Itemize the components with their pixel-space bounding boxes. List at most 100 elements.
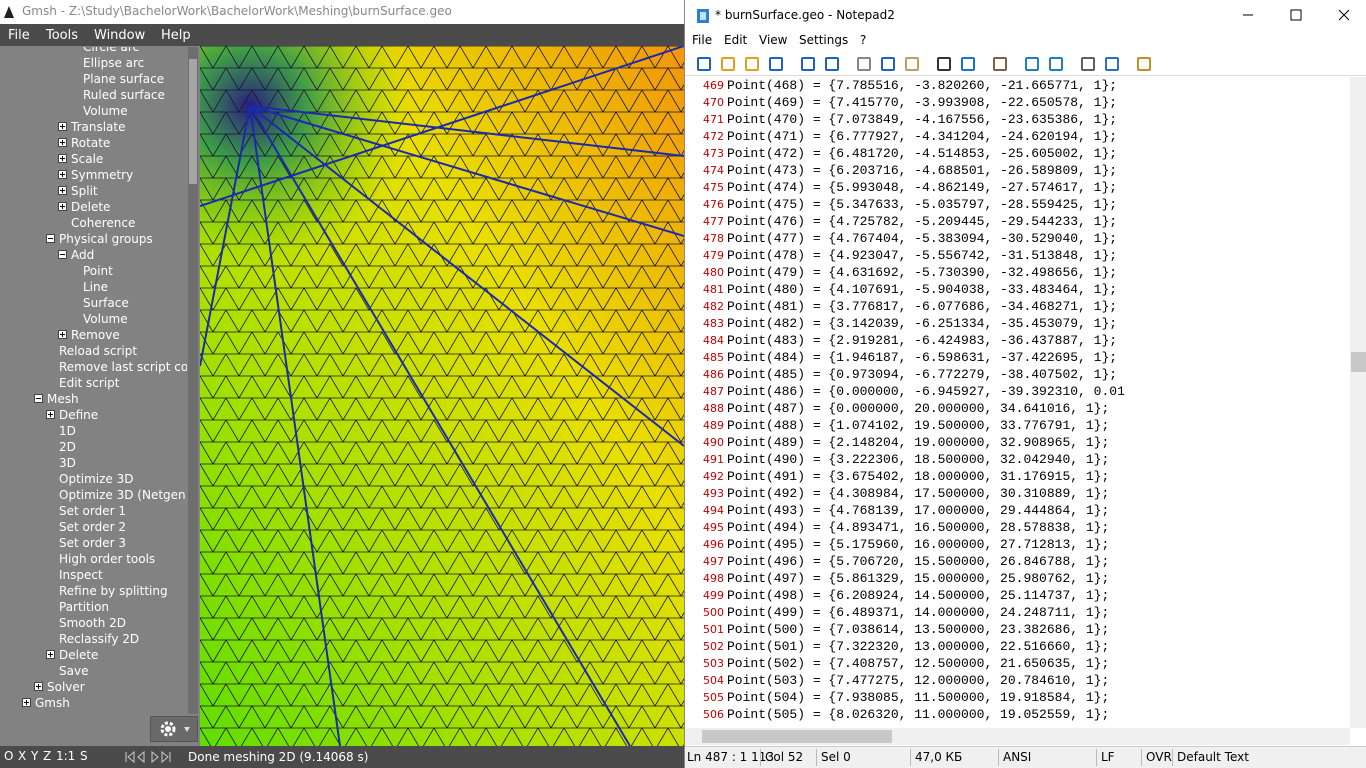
tree-item[interactable]: Inspect xyxy=(59,568,103,582)
tree-item[interactable]: Optimize 3D xyxy=(59,472,134,486)
toolbar-button[interactable] xyxy=(801,57,815,71)
menu-item[interactable]: Window xyxy=(94,28,146,43)
toolbar-button[interactable] xyxy=(745,57,759,71)
toolbar-button[interactable] xyxy=(993,57,1007,71)
menu-item[interactable]: File xyxy=(8,28,30,43)
tree-item[interactable]: Translate xyxy=(71,120,126,134)
menu-item[interactable]: View xyxy=(759,33,788,47)
toolbar-button[interactable] xyxy=(905,57,919,71)
tree-expander[interactable] xyxy=(46,650,55,659)
tree-expander[interactable] xyxy=(46,234,55,243)
toolbar-button[interactable] xyxy=(825,57,839,71)
tree-item[interactable]: 3D xyxy=(59,456,76,470)
gear-button[interactable] xyxy=(150,716,198,742)
tree-item[interactable]: Edit script xyxy=(59,376,120,390)
tree-item[interactable]: Surface xyxy=(83,296,129,310)
tree-expander[interactable] xyxy=(58,122,67,131)
toolbar-button[interactable] xyxy=(721,57,735,71)
tree-expander[interactable] xyxy=(22,698,31,707)
tree-item[interactable]: Split xyxy=(71,184,98,198)
tree-item[interactable]: Optimize 3D (Netgen) xyxy=(59,488,187,502)
tree-item[interactable]: Rotate xyxy=(71,136,111,150)
menu-item[interactable]: ? xyxy=(860,33,867,47)
tree-item[interactable]: Volume xyxy=(83,104,128,118)
tree-item[interactable]: Add xyxy=(71,248,95,262)
scroll-thumb[interactable] xyxy=(189,59,197,184)
tree-expander[interactable] xyxy=(58,170,67,179)
toolbar-button[interactable] xyxy=(881,57,895,71)
view-button[interactable]: Y xyxy=(31,749,39,763)
tree-item[interactable]: Volume xyxy=(83,312,128,326)
view-button[interactable]: O xyxy=(4,749,14,763)
menu-item[interactable]: Tools xyxy=(46,28,79,43)
scroll-thumb[interactable] xyxy=(1351,352,1366,372)
menu-item[interactable]: Edit xyxy=(724,33,748,47)
tree-item[interactable]: Solver xyxy=(47,680,85,694)
tree-item[interactable]: Physical groups xyxy=(59,232,153,246)
tree-expander[interactable] xyxy=(34,682,43,691)
tree-item[interactable]: High order tools xyxy=(59,552,156,566)
tree-expander[interactable] xyxy=(46,410,55,419)
mesh-view[interactable] xyxy=(200,46,684,746)
toolbar-button[interactable] xyxy=(1025,57,1039,71)
tree-item[interactable]: Scale xyxy=(71,152,104,166)
toolbar-button[interactable] xyxy=(1081,57,1095,71)
toolbar-button[interactable] xyxy=(1137,57,1151,71)
tree-item[interactable]: Line xyxy=(83,280,109,294)
tree-item[interactable]: Set order 1 xyxy=(59,504,126,518)
tree-expander[interactable] xyxy=(58,202,67,211)
tree-item[interactable]: Set order 3 xyxy=(59,536,126,550)
tree-expander[interactable] xyxy=(58,186,67,195)
tree-item[interactable]: Ellipse arc xyxy=(83,56,145,70)
tree-item[interactable]: Mesh xyxy=(47,392,79,406)
code-line: Point(471) = {6.777927, -4.341204, -24.6… xyxy=(727,129,1118,144)
view-button[interactable]: Z xyxy=(43,749,52,763)
tree-item[interactable]: Gmsh xyxy=(35,696,70,710)
tree-expander[interactable] xyxy=(34,394,43,403)
tree-expander[interactable] xyxy=(58,138,67,147)
tree-item[interactable]: Remove last script command xyxy=(59,360,187,374)
tree-item[interactable]: Smooth 2D xyxy=(59,616,126,630)
tree-item[interactable]: Reclassify 2D xyxy=(59,632,140,646)
v-scrollbar[interactable] xyxy=(1350,77,1366,728)
tree-item[interactable]: Symmetry xyxy=(71,168,134,182)
toolbar-button[interactable] xyxy=(857,57,871,71)
tree-expander[interactable] xyxy=(58,154,67,163)
view-button[interactable]: X xyxy=(18,749,27,763)
toolbar-button[interactable] xyxy=(1105,57,1119,71)
tree-item[interactable]: Set order 2 xyxy=(59,520,126,534)
tree-expander[interactable] xyxy=(58,250,67,259)
tree-item[interactable]: Ruled surface xyxy=(83,88,165,102)
tree-item[interactable]: Delete xyxy=(59,648,99,662)
window-controls[interactable] xyxy=(1225,0,1366,30)
tree-item[interactable]: Plane surface xyxy=(83,72,165,86)
tree-expander[interactable] xyxy=(58,330,67,339)
editor[interactable]: 469 Point(468) = {7.785516, -3.820260, -2… xyxy=(685,77,1350,728)
scroll-thumb[interactable] xyxy=(702,730,892,743)
toolbar-button[interactable] xyxy=(697,57,711,71)
tree-item[interactable]: 1D xyxy=(59,424,76,438)
view-button[interactable]: S xyxy=(80,749,88,763)
toolbar-button[interactable] xyxy=(937,57,951,71)
tree-item[interactable]: Delete xyxy=(71,200,111,214)
tree-item[interactable]: Define xyxy=(59,408,99,422)
toolbar-button[interactable] xyxy=(961,57,975,71)
tree-scrollbar[interactable] xyxy=(188,47,198,714)
tree-item[interactable]: Refine by splitting xyxy=(59,584,168,598)
h-scrollbar[interactable] xyxy=(685,728,1350,745)
tree-item[interactable]: Partition xyxy=(59,600,110,614)
menu-item[interactable]: File xyxy=(692,33,713,47)
tree-item[interactable]: Save xyxy=(59,664,89,678)
tree-item[interactable]: Coherence xyxy=(71,216,136,230)
tree-item[interactable]: Point xyxy=(83,264,113,278)
toolbar-button[interactable] xyxy=(769,57,783,71)
tree-item[interactable]: Reload script xyxy=(59,344,138,358)
toolbar-button[interactable] xyxy=(1049,57,1063,71)
tree-item[interactable]: 2D xyxy=(59,440,76,454)
tree-item[interactable]: Circle arc xyxy=(83,47,140,54)
animation-controls[interactable] xyxy=(124,750,184,764)
menu-item[interactable]: Help xyxy=(161,28,191,43)
menu-item[interactable]: Settings xyxy=(799,33,849,47)
tree-item[interactable]: Remove xyxy=(71,328,120,342)
view-button[interactable]: 1:1 xyxy=(56,749,76,763)
